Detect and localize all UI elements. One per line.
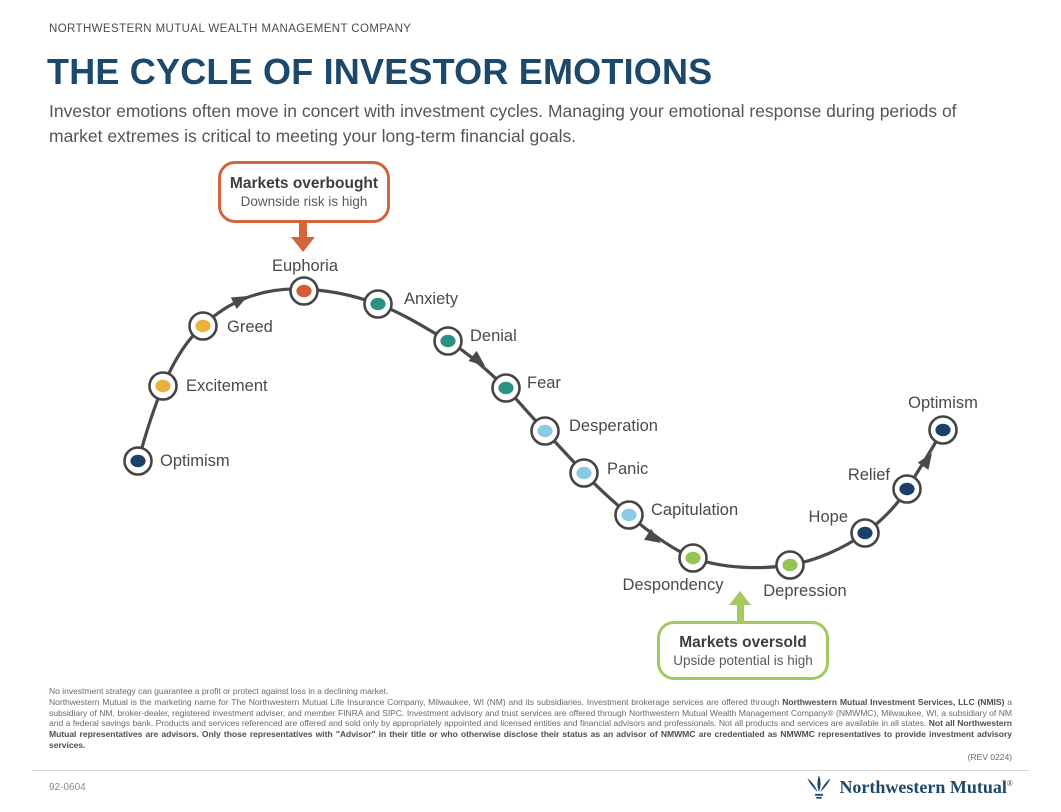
legal-body-text-2: a subsidiary of NM, broker-dealer, regis… [49,696,1012,729]
northwestern-mutual-logo: Northwestern Mutual® [804,774,1013,801]
page-title: THE CYCLE OF INVESTOR EMOTIONS [47,51,713,92]
emotion-dot-anxiety [363,289,393,319]
overbought-arrow-icon [291,222,315,252]
oversold-callout: Markets oversold Upside potential is hig… [657,621,829,680]
emotion-dot-optimism-start [123,446,153,476]
emotion-label-denial: Denial [470,327,517,345]
emotion-label-fear: Fear [527,374,561,392]
curve-arrowheads [230,296,932,543]
page-subtitle: Investor emotions often move in concert … [49,101,957,146]
brand-wordmark: Northwestern Mutual® [839,777,1013,797]
emotion-label-despondency: Despondency [622,576,724,594]
emotion-label-optimism-start: Optimism [160,452,230,470]
arrowhead-rising-icon [230,296,248,310]
emotion-dot-despondency [678,543,708,573]
registered-mark: ® [1006,779,1013,788]
overbought-callout-title: Markets overbought [229,175,379,192]
emotion-dots [123,276,958,580]
emotion-dot-hope [850,518,880,548]
legal-body: Northwestern Mutual is the marketing nam… [49,697,1012,751]
arrowhead-recovering-icon [917,453,932,470]
legal-body-bold-1: Northwestern Mutual Investment Services,… [782,696,1005,707]
emotion-label-hope: Hope [808,508,848,526]
arrowhead-declining-icon [468,350,485,366]
emotion-label-relief: Relief [847,466,890,484]
fountain-icon [807,775,832,799]
form-number: 92-0604 [49,782,86,793]
overbought-callout-subtitle: Downside risk is high [240,194,368,209]
emotion-label-euphoria: Euphoria [271,257,339,275]
emotion-dot-desperation [530,416,560,446]
emotion-label-anxiety: Anxiety [404,290,459,308]
emotion-dot-relief [892,474,922,504]
arrowhead-bottoming-icon [644,528,661,543]
oversold-callout-subtitle: Upside potential is high [673,652,813,668]
emotion-label-capitulation: Capitulation [651,501,739,519]
emotion-dot-denial [433,326,463,356]
emotion-dot-capitulation [614,500,644,530]
emotion-dot-optimism-end [928,415,958,445]
company-eyebrow: NORTHWESTERN MUTUAL WEALTH MANAGEMENT CO… [49,23,412,35]
oversold-arrow-icon [729,591,751,621]
emotion-label-excitement: Excitement [186,377,268,395]
emotion-label-desperation: Desperation [569,417,658,435]
footer-divider [32,770,1029,771]
emotion-label-depression: Depression [763,582,847,600]
legal-body-text-1: Northwestern Mutual is the marketing nam… [49,696,783,707]
legal-disclaimer: No investment strategy can guarantee a p… [49,686,389,696]
emotion-label-optimism-end: Optimism [908,394,978,412]
emotion-label-greed: Greed [227,318,273,336]
emotion-dot-fear [491,373,521,403]
emotion-dot-panic [569,458,599,488]
emotion-dot-greed [188,311,218,341]
overbought-callout: Markets overbought Downside risk is high [218,161,390,223]
emotion-dot-excitement [148,371,178,401]
revision-code: (REV 0224) [967,751,1012,762]
emotion-dot-euphoria [289,276,319,306]
emotion-label-panic: Panic [607,460,649,478]
oversold-callout-title: Markets oversold [679,633,807,651]
legal-disclosures: No investment strategy can guarantee a p… [49,686,1012,763]
legal-body-bold-2: Not all Northwestern Mutual representati… [49,718,1012,750]
emotion-dot-depression [775,550,805,580]
